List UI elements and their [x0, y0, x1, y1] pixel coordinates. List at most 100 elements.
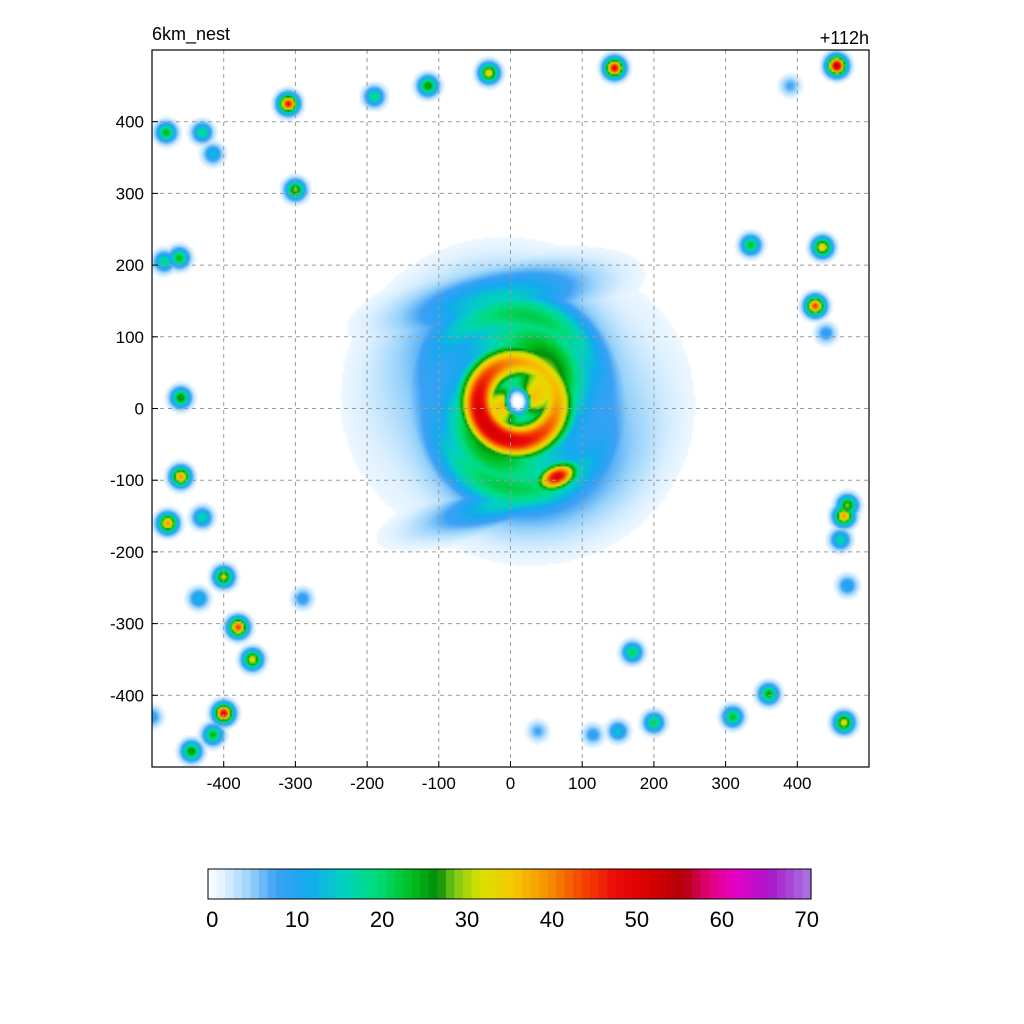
colorbar-bin: [649, 869, 659, 899]
colorbar-bin: [777, 869, 787, 899]
colorbar-bin: [343, 869, 353, 899]
colorbar-bin: [564, 869, 574, 899]
y-tick-label: -200: [110, 543, 144, 562]
colorbar-bin: [598, 869, 608, 899]
colorbar-bin: [658, 869, 668, 899]
colorbar-bin: [641, 869, 651, 899]
colorbar-bin: [709, 869, 719, 899]
colorbar-bin: [760, 869, 770, 899]
colorbar-bin: [488, 869, 498, 899]
colorbar-bin: [224, 869, 235, 899]
colorbar-bin: [607, 869, 617, 899]
x-tick-label: 100: [568, 774, 596, 793]
colorbar-bin: [581, 869, 591, 899]
colorbar-bin: [445, 869, 455, 899]
y-tick-label: 200: [116, 256, 144, 275]
colorbar-bin: [309, 869, 320, 899]
colorbar-tick-label: 60: [710, 907, 734, 932]
colorbar-bin: [743, 869, 753, 899]
colorbar-tick-label: 10: [285, 907, 309, 932]
colorbar-bin: [726, 869, 736, 899]
colorbar-bin: [547, 869, 557, 899]
colorbar-bin: [292, 869, 303, 899]
colorbar-bin: [539, 869, 549, 899]
colorbar-bin: [666, 869, 676, 899]
colorbar-bin: [751, 869, 761, 899]
x-tick-label: 0: [506, 774, 515, 793]
colorbar-bin: [573, 869, 583, 899]
colorbar-bin: [428, 869, 438, 899]
colorbar-bin: [692, 869, 702, 899]
colorbar-bin: [386, 869, 396, 899]
colorbar-bin: [335, 869, 345, 899]
colorbar-bin: [462, 869, 472, 899]
colorbar-bin: [615, 869, 625, 899]
colorbar-tick-label: 50: [625, 907, 649, 932]
colorbar-bin: [768, 869, 778, 899]
colorbar-bin: [360, 869, 370, 899]
x-tick-label: -300: [278, 774, 312, 793]
colorbar-bin: [250, 869, 260, 899]
colorbar-bin: [437, 869, 447, 899]
colorbar-bin: [683, 869, 693, 899]
plot-title-left: 6km_nest: [152, 24, 230, 45]
colorbar-bin: [326, 869, 336, 899]
colorbar-bin: [258, 869, 269, 899]
colorbar-tick-label: 30: [455, 907, 479, 932]
x-tick-label: -400: [207, 774, 241, 793]
colorbar-bin: [734, 869, 744, 899]
colorbar-bin: [802, 869, 812, 899]
y-tick-label: -400: [110, 686, 144, 705]
x-tick-label: -200: [350, 774, 384, 793]
colorbar-bin: [479, 869, 489, 899]
y-tick-label: 400: [116, 113, 144, 132]
colorbar-bin: [513, 869, 523, 899]
colorbar-tick-label: 70: [795, 907, 819, 932]
colorbar-bin: [241, 869, 252, 899]
y-tick-label: -300: [110, 615, 144, 634]
colorbar-bin: [216, 869, 226, 899]
y-tick-label: 300: [116, 184, 144, 203]
colorbar-bin: [496, 869, 506, 899]
colorbar-bins: [208, 869, 812, 899]
plot-area: [151, 49, 870, 768]
colorbar-bin: [403, 869, 413, 899]
y-tick-label: 0: [135, 400, 144, 419]
colorbar-bin: [275, 869, 286, 899]
colorbar-bin: [522, 869, 532, 899]
x-tick-label: 300: [711, 774, 739, 793]
x-tick-label: 400: [783, 774, 811, 793]
colorbar-bin: [700, 869, 710, 899]
colorbar-bin: [284, 869, 294, 899]
y-tick-label: -100: [110, 471, 144, 490]
colorbar-bin: [632, 869, 642, 899]
colorbar-bin: [530, 869, 540, 899]
colorbar-bin: [794, 869, 804, 899]
colorbar: 0 10 20 30 40 50 60 70: [206, 868, 819, 932]
x-tick-label: 200: [640, 774, 668, 793]
colorbar-bin: [352, 869, 362, 899]
colorbar-bin: [420, 869, 430, 899]
colorbar-bin: [675, 869, 685, 899]
colorbar-bin: [208, 869, 218, 899]
colorbar-bin: [411, 869, 421, 899]
y-axis: 400 300 200 100 0 -100 -200 -300 -400: [110, 113, 158, 705]
colorbar-bin: [556, 869, 566, 899]
colorbar-bin: [318, 869, 328, 899]
x-axis: -400 -300 -200 -100 0 100 200 300 400: [207, 761, 811, 793]
colorbar-bin: [233, 869, 243, 899]
colorbar-bin: [369, 869, 379, 899]
colorbar-bin: [785, 869, 795, 899]
colorbar-bin: [717, 869, 727, 899]
colorbar-tick-label: 0: [206, 907, 218, 932]
reflectivity-field: [152, 50, 869, 767]
y-tick-label: 100: [116, 328, 144, 347]
colorbar-tick-label: 40: [540, 907, 564, 932]
colorbar-bin: [267, 869, 277, 899]
colorbar-bin: [301, 869, 311, 899]
colorbar-tick-labels: 0 10 20 30 40 50 60 70: [206, 907, 819, 932]
x-tick-label: -100: [422, 774, 456, 793]
colorbar-bin: [454, 869, 464, 899]
colorbar-frame: [207, 868, 812, 900]
